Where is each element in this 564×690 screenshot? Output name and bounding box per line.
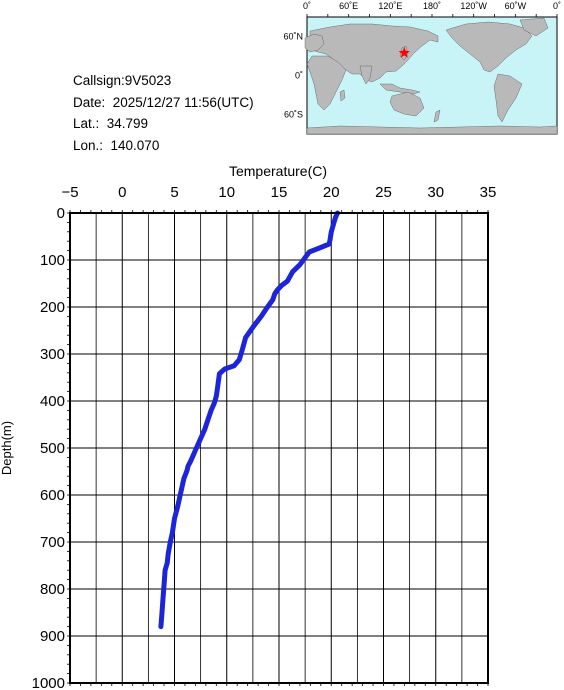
map-lat-label: 60˚S <box>284 110 303 120</box>
land-north-america <box>445 21 533 73</box>
map-lon-labels: 0˚ 60˚E 120˚E 180˚ 120˚W 60˚W 0˚ <box>303 1 561 11</box>
world-map: 0˚ 60˚E 120˚E 180˚ 120˚W 60˚W 0˚ 60˚N 0˚ 60˚S <box>283 1 561 135</box>
land-new-zealand <box>433 109 441 123</box>
map-lon-label: 0˚ <box>303 1 311 11</box>
x-tick-label: 5 <box>170 184 178 201</box>
x-tick-label: 15 <box>271 184 288 201</box>
map-ticks <box>306 14 558 17</box>
map-lon-label: 120˚W <box>460 1 487 11</box>
land-greenland <box>519 17 549 37</box>
y-tick-label: 500 <box>40 440 65 457</box>
y-tick-label: 300 <box>40 346 65 363</box>
callsign-text: Callsign:9V5023 <box>73 73 172 88</box>
y-tick-label: 0 <box>57 205 65 222</box>
x-tick-label: −5 <box>61 184 78 201</box>
temperature-profile-line <box>158 210 340 630</box>
map-lon-label: 0˚ <box>553 1 561 11</box>
y-tick-label: 700 <box>40 534 65 551</box>
y-tick-label: 900 <box>40 628 65 645</box>
land-india <box>359 65 373 85</box>
map-land <box>304 17 558 135</box>
map-lat-label: 0˚ <box>295 71 303 81</box>
y-tick-labels: 0 100 200 300 400 500 600 700 800 900 1000 <box>32 205 65 690</box>
date-text: Date: 2025/12/27 11:56(UTC) <box>73 94 254 110</box>
land-eurasia <box>309 23 439 83</box>
map-lat-labels: 60˚N 0˚ 60˚S <box>283 32 303 120</box>
map-lon-label: 120˚E <box>378 1 402 11</box>
land-africa <box>306 55 347 111</box>
y-tick-label: 800 <box>40 581 65 598</box>
y-tick-label: 400 <box>40 393 65 410</box>
land-south-america <box>493 73 523 123</box>
x-tick-label: 25 <box>375 184 392 201</box>
land-madagascar <box>339 89 346 102</box>
map-lon-label: 180˚ <box>423 1 441 11</box>
land-antarctica <box>306 125 558 135</box>
x-tick-label: 35 <box>480 184 497 201</box>
y-axis-title: Depth(m) <box>0 421 14 475</box>
map-lat-label: 60˚N <box>283 32 303 42</box>
y-tick-label: 1000 <box>32 675 65 690</box>
chart-grid <box>67 210 489 686</box>
x-tick-label: 0 <box>118 184 126 201</box>
latitude-text: Lat.: 34.799 <box>73 116 149 131</box>
location-star-marker <box>398 46 410 58</box>
land-australia <box>389 91 425 117</box>
plot-frame <box>69 212 489 684</box>
y-tick-label: 100 <box>40 252 65 269</box>
x-tick-label: 10 <box>218 184 235 201</box>
station-info: Callsign:9V5023 Date: 2025/12/27 11:56(U… <box>73 70 254 156</box>
y-tick-label: 200 <box>40 299 65 316</box>
x-tick-label: 20 <box>323 184 340 201</box>
y-tick-label: 600 <box>40 487 65 504</box>
x-tick-label: 30 <box>427 184 444 201</box>
map-lon-label: 60˚W <box>505 1 527 11</box>
map-lon-label: 60˚E <box>339 1 358 11</box>
longitude-text: Lon.: 140.070 <box>73 137 160 153</box>
land-indonesia <box>379 83 421 95</box>
x-tick-labels: −5 0 5 10 15 20 25 30 35 <box>61 184 496 201</box>
land-western-europe <box>304 33 325 53</box>
